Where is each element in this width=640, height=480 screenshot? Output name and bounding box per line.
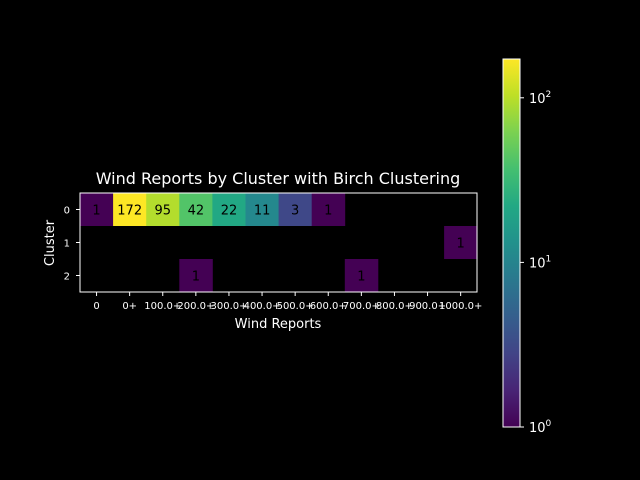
y-tick-label: 0	[64, 206, 70, 217]
x-tick-label: 400.0+	[244, 301, 281, 312]
cell-value-label: 1	[92, 204, 100, 219]
cell-value-label: 42	[188, 204, 205, 219]
heatmap-cell	[113, 193, 147, 226]
colorbar-tick-label: 101	[529, 254, 551, 271]
cell-value-label: 1	[357, 270, 365, 285]
cell-value-label: 1	[192, 270, 200, 285]
heatmap-cell-labels: 1 172 95 42 22 11 3 111 1	[92, 204, 464, 285]
y-tick-label: 2	[64, 272, 70, 283]
x-tick-label: 0+	[122, 301, 137, 312]
x-tick-label: 1000.0+	[439, 301, 482, 312]
cell-value-label: 11	[254, 204, 271, 219]
heatmap-cell	[146, 193, 180, 226]
heatmap-cell	[212, 193, 246, 226]
heatmap-cell	[179, 259, 213, 292]
x-tick-label: 600.0+	[310, 301, 347, 312]
x-axis: 0 0+ 100.0+200.0+300.0+400.0+500.0+600.0+7…	[93, 292, 482, 312]
x-tick-label: 100.0+	[144, 301, 181, 312]
y-axis-label: Cluster	[43, 219, 58, 266]
x-tick-label: 900.0+	[409, 301, 446, 312]
colorbar-tick-label: 100	[529, 419, 552, 436]
cell-value-label: 1	[457, 237, 465, 252]
heatmap-cell	[311, 193, 346, 226]
chart-title: Wind Reports by Cluster with Birch Clust…	[96, 169, 461, 188]
heatmap-cell	[444, 226, 478, 259]
x-tick-label: 300.0+	[210, 301, 247, 312]
heatmap-cells	[80, 193, 478, 292]
cell-value-label: 172	[117, 204, 142, 219]
y-axis: 0 1 2	[64, 206, 80, 283]
x-tick-label: 500.0+	[277, 301, 314, 312]
x-tick-label: 200.0+	[177, 301, 214, 312]
heatmap-cell	[278, 193, 313, 226]
cell-value-label: 1	[324, 204, 332, 219]
x-tick-label: 800.0+	[376, 301, 413, 312]
heatmap-cell	[344, 259, 379, 292]
heatmap-cell	[80, 193, 114, 226]
colorbar	[502, 58, 521, 428]
x-tick-label: 0	[93, 301, 99, 312]
cell-value-label: 22	[221, 204, 238, 219]
colorbar-axis: 100 101 102	[520, 90, 552, 436]
colorbar-tick-label: 102	[529, 90, 551, 107]
cell-value-label: 3	[291, 204, 299, 219]
cell-value-label: 95	[155, 204, 172, 219]
x-tick-label: 700.0+	[343, 301, 380, 312]
y-tick-label: 1	[64, 239, 70, 250]
x-axis-label: Wind Reports	[235, 317, 322, 332]
heatmap-cell	[245, 193, 279, 226]
heatmap-cell	[179, 193, 213, 226]
